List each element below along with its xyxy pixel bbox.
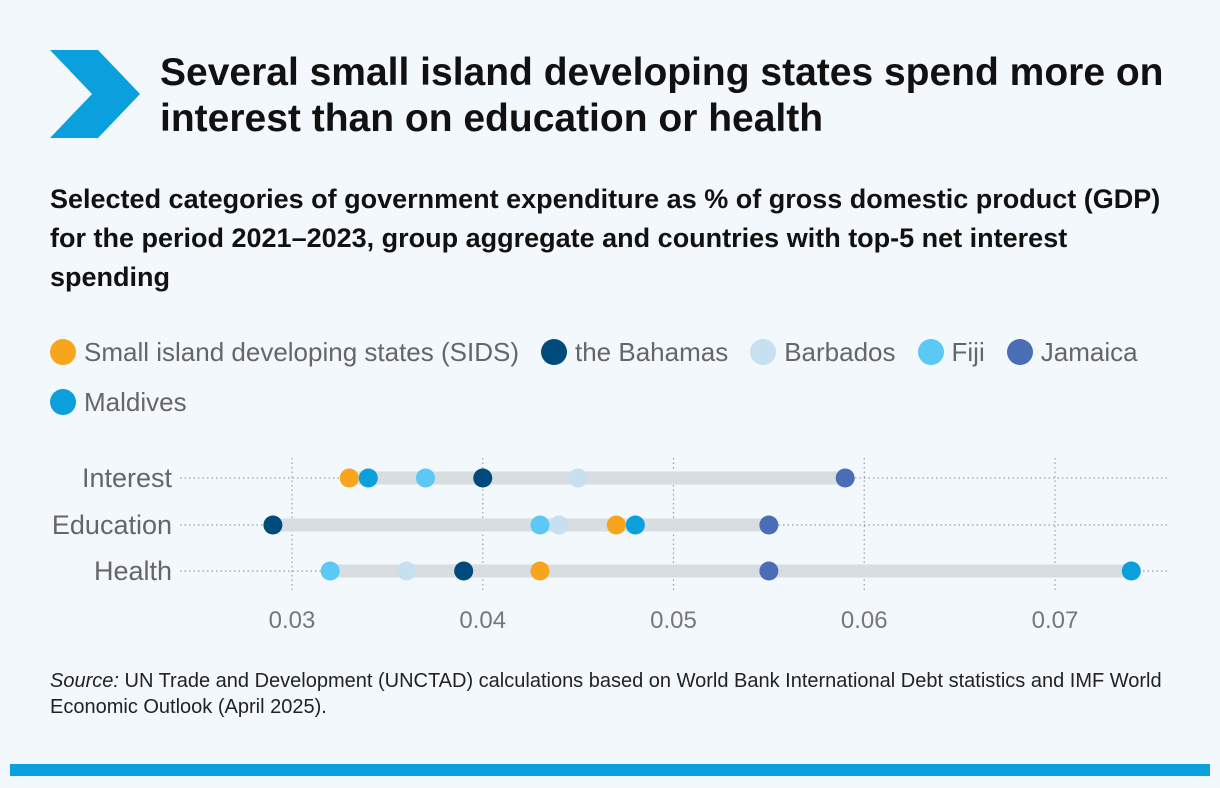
source-note: Source: UN Trade and Development (UNCTAD… (50, 668, 1170, 720)
data-point (454, 561, 474, 581)
legend-label: the Bahamas (574, 336, 729, 367)
legend-label: Fiji (951, 336, 985, 367)
data-point (473, 468, 493, 488)
bottom-accent-bar (10, 764, 1210, 776)
chart-legend: Small island developing states (SIDS) the… (50, 334, 1170, 420)
legend-swatch (917, 339, 944, 365)
data-point (320, 561, 340, 581)
legend-label: Small island developing states (SIDS) (84, 336, 519, 367)
data-point (530, 515, 550, 535)
legend-item: Barbados (750, 334, 896, 370)
row-label: Education (52, 510, 172, 540)
x-tick-label: 0.03 (269, 607, 316, 634)
data-point (759, 515, 779, 535)
chart-subtitle: Selected categories of government expend… (50, 184, 1161, 292)
data-point (396, 561, 416, 581)
legend-item: the Bahamas (540, 334, 729, 370)
source-label: Source: (50, 670, 119, 692)
data-point (625, 515, 645, 535)
legend-swatch (50, 339, 76, 365)
page-title: Several small island developing states s… (160, 51, 1164, 140)
legend-label: Maldives (84, 386, 187, 417)
row-label: Interest (82, 463, 173, 493)
x-tick-label: 0.04 (459, 607, 506, 634)
dot-plot-chart: Interest Education Health 0.03 0.04 0.05 0.06 0… (52, 458, 1170, 634)
data-point (568, 468, 588, 488)
legend-swatch (50, 389, 76, 415)
data-point (416, 468, 436, 488)
data-point (549, 515, 569, 535)
data-point (358, 468, 378, 488)
data-point (759, 561, 779, 581)
x-tick-label: 0.07 (1032, 607, 1079, 634)
data-point (835, 468, 855, 488)
legend-label: Jamaica (1040, 336, 1138, 367)
source-text: UN Trade and Development (UNCTAD) calcul… (50, 670, 1162, 718)
legend-label: Barbados (784, 336, 896, 367)
x-tick-label: 0.05 (650, 607, 697, 634)
legend-item: Small island developing states (SIDS) (50, 334, 519, 370)
legend-item: Fiji (917, 334, 985, 370)
x-tick-label: 0.06 (841, 607, 888, 634)
chevron-icon (50, 50, 140, 138)
legend-item: Maldives (50, 384, 187, 420)
legend-swatch (1006, 339, 1033, 365)
data-point (339, 468, 359, 488)
legend-swatch (540, 339, 567, 365)
data-point (1121, 561, 1141, 581)
row-label: Health (94, 556, 172, 586)
data-point (606, 515, 626, 535)
data-point (530, 561, 550, 581)
legend-swatch (750, 339, 777, 365)
data-point (263, 515, 283, 535)
legend-item: Jamaica (1006, 334, 1138, 370)
